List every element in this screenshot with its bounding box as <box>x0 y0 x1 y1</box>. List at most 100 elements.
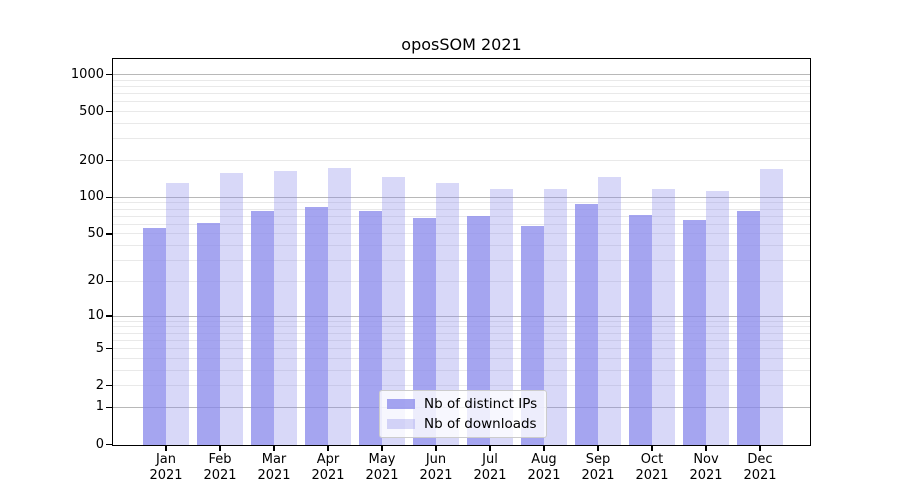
bar-distinct-ips <box>305 206 328 445</box>
y-axis-tick <box>106 73 112 76</box>
gridline <box>113 348 810 350</box>
x-axis-tick <box>165 446 167 451</box>
legend: Nb of distinct IPs Nb of downloads <box>379 390 547 438</box>
gridline <box>113 74 810 76</box>
gridline <box>113 245 810 247</box>
y-axis-tick <box>106 443 112 446</box>
bar-distinct-ips <box>575 204 598 445</box>
x-axis-tick-label: Jun 2021 <box>419 452 453 483</box>
x-axis-tick-label: Nov 2021 <box>689 452 723 483</box>
x-axis-tick-label: Sep 2021 <box>581 452 615 483</box>
bar-distinct-ips <box>413 217 436 445</box>
x-axis-tick-label: Aug 2021 <box>527 452 561 483</box>
gridline <box>113 260 810 262</box>
legend-label-downloads: Nb of downloads <box>424 415 537 432</box>
gridline <box>113 123 810 125</box>
bar-downloads <box>166 182 189 445</box>
bar-downloads <box>382 177 405 445</box>
x-axis-tick <box>435 446 437 451</box>
y-axis-tick-label: 20 <box>87 273 104 289</box>
gridline <box>113 215 810 217</box>
chart-title: oposSOM 2021 <box>401 35 522 54</box>
x-axis-tick <box>381 446 383 451</box>
gridline <box>113 339 810 341</box>
gridline <box>113 326 810 328</box>
x-axis-tick-label: Feb 2021 <box>203 452 237 483</box>
bar-distinct-ips <box>467 216 490 445</box>
bar-downloads <box>436 182 459 445</box>
bar-distinct-ips <box>359 211 382 445</box>
gridline <box>113 111 810 113</box>
gridline <box>113 79 810 81</box>
y-axis-tick <box>106 196 112 199</box>
gridline <box>113 320 810 322</box>
legend-swatch-downloads <box>387 418 415 429</box>
bar-downloads <box>490 188 513 445</box>
y-axis-tick <box>106 280 112 283</box>
bar-downloads <box>598 177 621 445</box>
x-axis-tick <box>651 446 653 451</box>
x-axis-tick <box>543 446 545 451</box>
x-axis-tick <box>219 446 221 451</box>
x-axis-tick-label: Dec 2021 <box>743 452 777 483</box>
x-axis-tick-label: Mar 2021 <box>257 452 291 483</box>
bar-downloads <box>760 169 783 445</box>
gridline <box>113 223 810 225</box>
y-axis-tick-label: 500 <box>79 103 104 119</box>
y-axis-tick <box>106 233 112 235</box>
gridline <box>113 332 810 334</box>
x-axis-tick <box>597 446 599 451</box>
y-axis-tick <box>106 159 112 162</box>
gridline <box>113 93 810 95</box>
bar-downloads <box>274 171 297 445</box>
y-axis-tick-label: 1000 <box>70 66 104 82</box>
gridline <box>113 101 810 103</box>
y-axis-tick-label: 200 <box>79 152 104 168</box>
bar-distinct-ips <box>737 210 760 445</box>
y-axis-tick <box>106 347 112 350</box>
y-axis-tick <box>106 384 112 387</box>
y-axis-tick <box>106 110 112 113</box>
gridline <box>113 196 810 198</box>
legend-label-distinct-ips: Nb of distinct IPs <box>424 396 538 413</box>
gridline <box>113 202 810 204</box>
legend-swatch-distinct-ips <box>387 399 415 410</box>
y-axis-tick <box>106 315 112 317</box>
bar-distinct-ips <box>143 228 166 445</box>
y-axis-tick <box>106 406 112 409</box>
bar-downloads <box>706 191 729 445</box>
x-axis-tick <box>273 446 275 451</box>
y-axis-tick-label: 2 <box>95 377 104 393</box>
bar-distinct-ips <box>629 214 652 445</box>
bar-distinct-ips <box>683 220 706 445</box>
gridline <box>113 280 810 282</box>
bar-downloads <box>544 189 567 445</box>
gridline <box>113 85 810 87</box>
x-axis-tick-label: Oct 2021 <box>635 452 669 483</box>
x-axis-tick-label: Jan 2021 <box>149 452 183 483</box>
x-axis-tick-label: Apr 2021 <box>311 452 345 483</box>
y-axis-tick-label: 50 <box>87 225 104 241</box>
gridline <box>113 385 810 387</box>
gridline <box>113 233 810 235</box>
y-axis-tick-label: 1 <box>95 399 104 415</box>
x-axis-tick-label: Jul 2021 <box>473 452 507 483</box>
bar-downloads <box>220 173 243 445</box>
x-axis-tick <box>327 446 329 451</box>
x-axis-tick <box>489 446 491 451</box>
bar-downloads <box>328 167 351 445</box>
bar-downloads <box>652 189 675 445</box>
gridline <box>113 208 810 210</box>
x-axis-tick-label: May 2021 <box>365 452 399 483</box>
gridline <box>113 357 810 359</box>
gridline <box>113 160 810 162</box>
x-axis-tick <box>705 446 707 451</box>
y-axis-tick-label: 100 <box>79 189 104 205</box>
legend-item-distinct-ips: Nb of distinct IPs <box>380 396 546 412</box>
x-axis-tick <box>759 446 761 451</box>
bar-distinct-ips <box>251 210 274 445</box>
y-axis-tick-label: 0 <box>95 436 104 452</box>
gridline <box>113 369 810 371</box>
bar-distinct-ips <box>197 222 220 445</box>
